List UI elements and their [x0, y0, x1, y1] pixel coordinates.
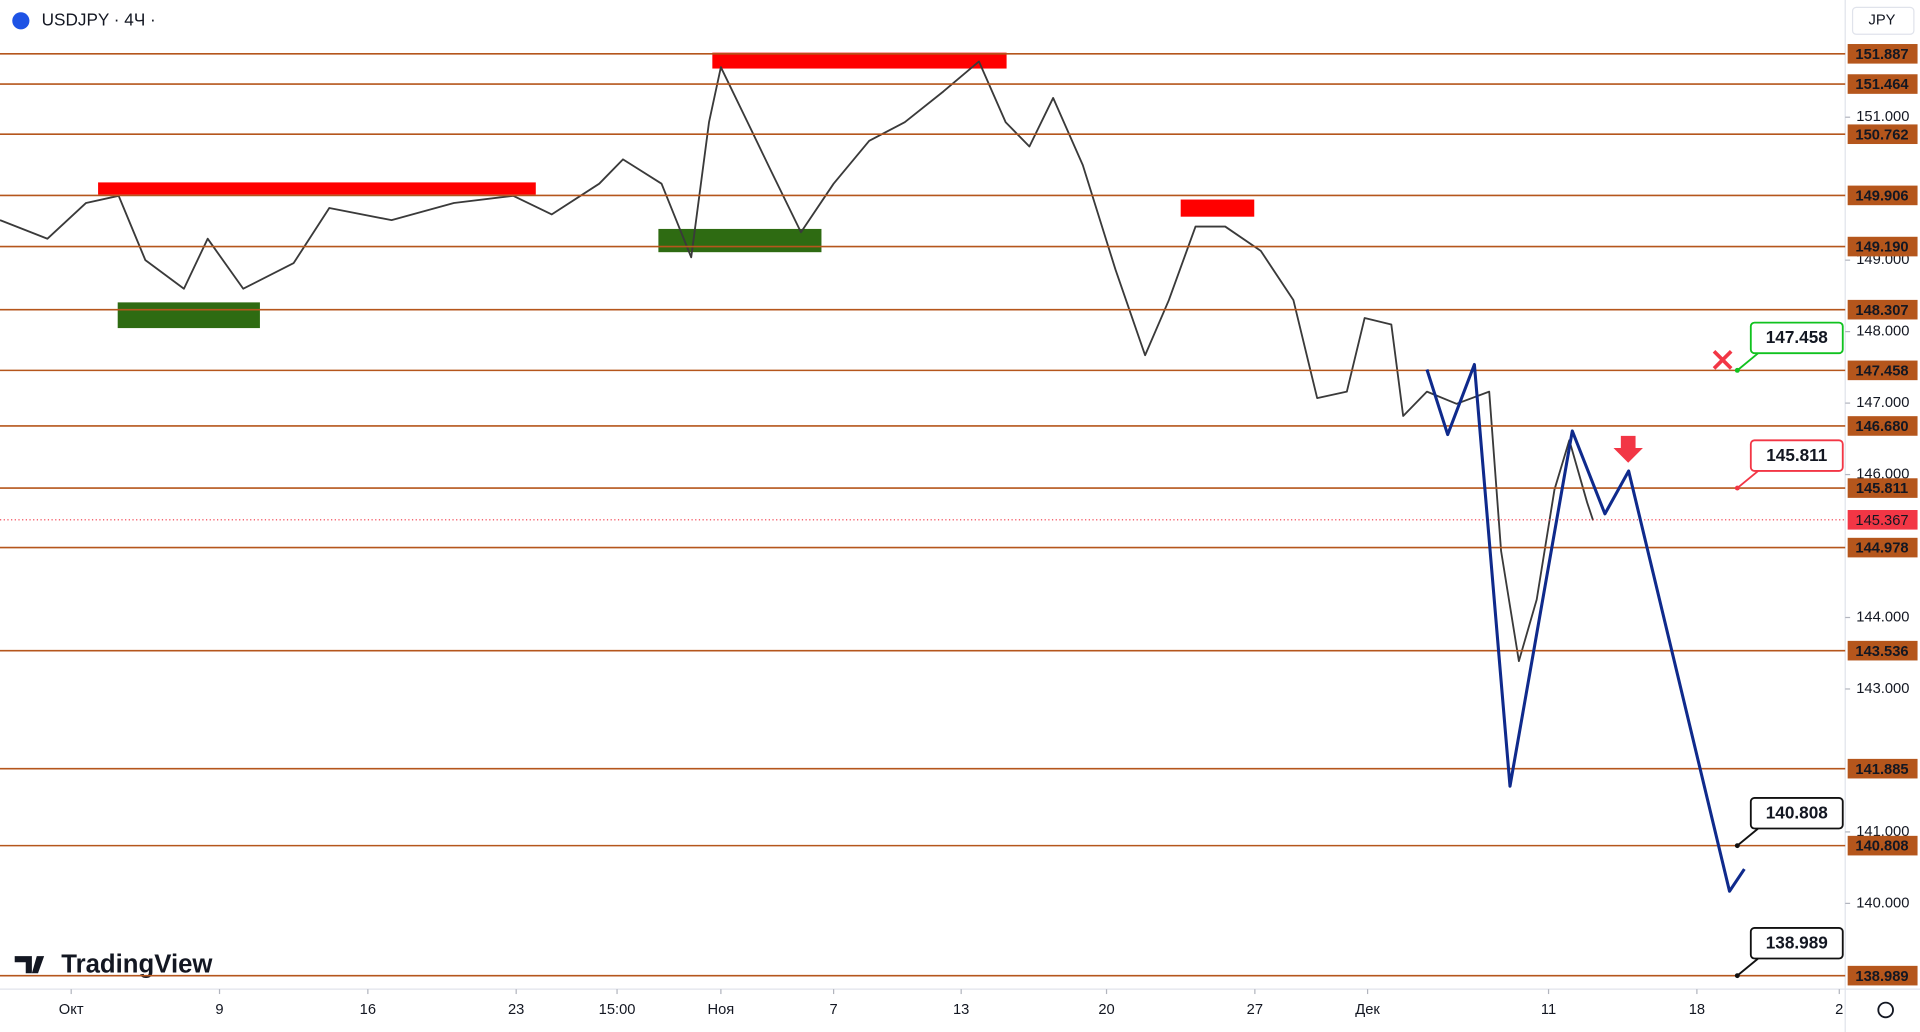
demand-zone: [117, 302, 260, 329]
callout-label: 145.811: [1766, 445, 1828, 465]
callout-box: [1749, 439, 1844, 472]
callout-leader: [1736, 470, 1759, 489]
level-label-bg: [1847, 835, 1918, 856]
y-tick-label: 144.000: [1856, 609, 1909, 625]
level-label-bg: [1847, 758, 1918, 779]
projection-path: [1425, 362, 1746, 893]
callout-leader: [1736, 352, 1759, 372]
level-label-bg: [1847, 537, 1918, 558]
last-price-label: 145.367: [1855, 513, 1908, 529]
level-label-bg: [1847, 236, 1918, 257]
supply-zone: [1180, 199, 1255, 217]
level-label: 138.989: [1855, 969, 1908, 985]
flag-icon: [12, 12, 30, 30]
x-tick-label: 13: [953, 1002, 969, 1018]
supply-zone: [712, 52, 1007, 69]
level-label-bg: [1847, 124, 1918, 145]
brand-logo: [14, 956, 45, 974]
level-label-bg: [1847, 640, 1918, 661]
callout-box: [1749, 926, 1844, 960]
x-tick-label: 7: [830, 1002, 838, 1018]
symbol-title: USDJPY · 4Ч ·: [42, 9, 156, 29]
level-label-bg: [1847, 299, 1918, 320]
level-label: 143.536: [1855, 644, 1908, 660]
level-label: 147.458: [1855, 363, 1908, 379]
brand: TradingView: [61, 951, 213, 979]
x-tick-label: 15:00: [599, 1002, 636, 1018]
level-label: 141.885: [1855, 762, 1908, 778]
level-label-bg: [1847, 360, 1918, 381]
level-label: 149.906: [1855, 189, 1908, 205]
y-tick-label: 147.000: [1856, 395, 1909, 411]
callout-label: 140.808: [1766, 802, 1828, 822]
level-label: 146.680: [1855, 419, 1908, 435]
x-tick-label: Окт: [59, 1002, 84, 1018]
y-tick-label: 143.000: [1856, 681, 1909, 697]
callout-box: [1749, 321, 1844, 355]
arrow-marker: [1613, 435, 1643, 463]
y-tick-label: 148.000: [1856, 324, 1909, 340]
level-label: 151.887: [1855, 47, 1908, 63]
x-tick-label: 9: [215, 1002, 223, 1018]
x-tick-label: 18: [1689, 1002, 1705, 1018]
level-label-bg: [1847, 965, 1918, 986]
cross-marker: [1712, 350, 1733, 370]
level-label: 150.762: [1855, 127, 1908, 143]
y-tick-label: 151.000: [1856, 109, 1909, 125]
level-label: 151.464: [1855, 77, 1909, 93]
level-label-bg: [1847, 478, 1918, 498]
x-tick-label: Ноя: [708, 1002, 735, 1018]
callout-leader: [1736, 827, 1759, 847]
price-line: [0, 60, 1594, 663]
currency[interactable]: JPY: [1869, 13, 1896, 29]
callout-label: 147.458: [1766, 327, 1828, 347]
level-label-bg: [1847, 74, 1918, 94]
level-label-bg: [1847, 416, 1918, 436]
level-label-bg: [1847, 44, 1918, 64]
callout-box: [1749, 796, 1844, 830]
level-label: 144.978: [1855, 541, 1908, 557]
x-tick-label: 2: [1835, 1002, 1843, 1018]
level-label: 145.811: [1856, 481, 1908, 497]
y-tick-label: 140.000: [1856, 895, 1909, 911]
callout-label: 138.989: [1766, 932, 1828, 952]
last-price-bg: [1847, 510, 1918, 530]
x-tick-label: 23: [508, 1002, 524, 1018]
callout-leader: [1736, 957, 1759, 977]
level-label: 140.808: [1855, 839, 1908, 855]
y-tick-label: 141.000: [1856, 824, 1909, 840]
supply-zone: [98, 182, 536, 195]
currency-button[interactable]: [1851, 6, 1915, 35]
level-label: 148.307: [1855, 303, 1908, 319]
x-tick-label: Дек: [1355, 1002, 1380, 1018]
level-label-bg: [1847, 185, 1918, 206]
level-label: 149.190: [1855, 240, 1908, 256]
x-tick-label: 27: [1247, 1002, 1263, 1018]
x-tick-label: 11: [1541, 1002, 1556, 1018]
x-tick-label: 16: [360, 1002, 376, 1018]
x-tick-label: 20: [1098, 1002, 1114, 1018]
demand-zone: [658, 228, 822, 253]
settings-icon[interactable]: [1877, 1001, 1894, 1019]
